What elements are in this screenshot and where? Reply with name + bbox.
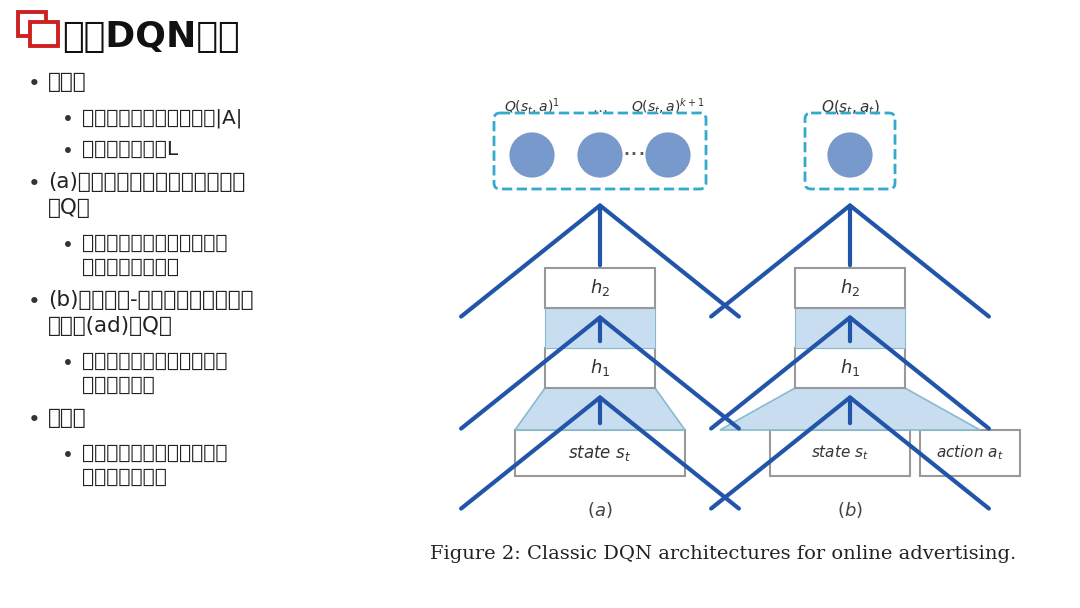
Text: •: • <box>62 236 73 255</box>
Text: 传统DQN结构: 传统DQN结构 <box>62 20 240 54</box>
Text: 择插入的特定广告: 择插入的特定广告 <box>82 258 179 277</box>
Bar <box>795 348 905 388</box>
Text: $Q(s_t, a_t)$: $Q(s_t, a_t)$ <box>821 98 879 117</box>
Text: 给定一个推荐列表，无法确: 给定一个推荐列表，无法确 <box>82 444 228 463</box>
Text: $state\ s_t$: $state\ s_t$ <box>811 444 869 462</box>
Text: •: • <box>28 74 41 94</box>
Text: 可确定最优位置，但不能选: 可确定最优位置，但不能选 <box>82 234 228 253</box>
Text: 出Q值: 出Q值 <box>48 198 91 218</box>
Bar <box>515 430 685 476</box>
Text: $state\ s_t$: $state\ s_t$ <box>568 443 632 463</box>
Circle shape <box>644 131 692 179</box>
Bar <box>920 430 1020 476</box>
Text: •: • <box>62 446 73 465</box>
Bar <box>18 12 46 36</box>
Text: $h_2$: $h_2$ <box>590 277 610 299</box>
Bar <box>545 268 654 308</box>
Text: $\cdots$: $\cdots$ <box>592 102 608 117</box>
Text: (a)获取所有位置的状态空间并输: (a)获取所有位置的状态空间并输 <box>48 172 245 192</box>
Text: $Q(s_t, a)^1$: $Q(s_t, a)^1$ <box>504 96 561 117</box>
Bar <box>545 308 654 348</box>
Text: 确定最佳位置: 确定最佳位置 <box>82 376 154 395</box>
Text: •: • <box>62 354 73 373</box>
Text: •: • <box>62 142 73 161</box>
Text: ···: ··· <box>622 143 646 167</box>
Text: 推荐列表长度为L: 推荐列表长度为L <box>82 140 178 159</box>
Bar <box>795 268 905 308</box>
Text: 定动作(ad)的Q值: 定动作(ad)的Q值 <box>48 316 173 336</box>
Text: $h_1$: $h_1$ <box>840 358 860 379</box>
Text: $(a)$: $(a)$ <box>588 500 612 520</box>
Text: 每次请求候选广告数量为|A|: 每次请求候选广告数量为|A| <box>82 108 242 128</box>
Text: $h_2$: $h_2$ <box>840 277 860 299</box>
Text: •: • <box>62 110 73 129</box>
Text: 定是否插入广告: 定是否插入广告 <box>82 468 167 487</box>
Polygon shape <box>515 388 685 430</box>
Text: $(b)$: $(b)$ <box>837 500 863 520</box>
Circle shape <box>576 131 624 179</box>
Bar <box>30 22 58 46</box>
Text: 假定：: 假定： <box>48 72 86 92</box>
Bar <box>770 430 910 476</box>
Polygon shape <box>720 388 980 430</box>
Text: $action\ a_t$: $action\ a_t$ <box>936 444 1004 462</box>
Text: 可选择特定的广告，但不能: 可选择特定的广告，但不能 <box>82 352 228 371</box>
Bar <box>795 308 905 348</box>
Text: •: • <box>28 410 41 430</box>
Bar <box>545 348 654 388</box>
Text: 问题：: 问题： <box>48 408 86 428</box>
Circle shape <box>508 131 556 179</box>
Text: Figure 2: Classic DQN architectures for online advertising.: Figure 2: Classic DQN architectures for … <box>430 545 1016 563</box>
Circle shape <box>826 131 874 179</box>
Text: (b)输入状态-动作对并输出对应特: (b)输入状态-动作对并输出对应特 <box>48 290 254 310</box>
Text: $h_1$: $h_1$ <box>590 358 610 379</box>
Text: •: • <box>28 174 41 194</box>
Text: $Q(s_t, a)^{k+1}$: $Q(s_t, a)^{k+1}$ <box>631 97 705 117</box>
Text: •: • <box>28 292 41 312</box>
